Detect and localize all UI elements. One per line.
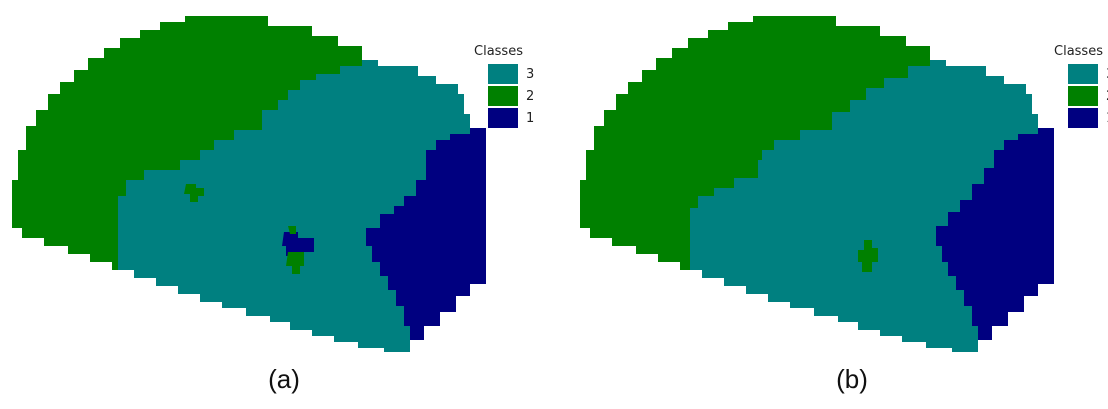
region-class-2-patch — [286, 226, 304, 274]
legend-label: 1 — [526, 110, 535, 126]
legend-label: 1 — [1106, 111, 1108, 126]
legend-item-class-1: 1 — [1054, 107, 1108, 129]
region-class-1-patch — [282, 232, 314, 256]
legend-swatch — [1068, 108, 1098, 128]
legend-swatch — [488, 86, 518, 106]
classification-map-a — [12, 16, 486, 352]
region-class-1 — [936, 128, 1054, 340]
legend-swatch — [488, 108, 518, 128]
legend: Classes 3 2 1 — [1054, 44, 1108, 129]
legend-swatch — [488, 64, 518, 84]
legend-item-class-1: 1 — [474, 107, 534, 129]
legend-title: Classes — [1054, 44, 1103, 59]
map-panel-a: Classes 3 2 1 (a) — [12, 16, 534, 394]
region-class-2-patch — [184, 184, 204, 202]
legend-swatch — [1068, 86, 1098, 106]
legend: Classes 3 2 1 — [474, 44, 534, 129]
legend-title: Classes — [474, 44, 523, 59]
classification-map-b — [580, 16, 1054, 352]
map-panel-b: Classes 3 2 1 (b) — [554, 0, 1108, 409]
legend-item-class-2: 2 — [474, 85, 534, 107]
legend-item-class-3: 3 — [474, 63, 534, 85]
legend-item-class-2: 2 — [1054, 85, 1108, 107]
panel-caption: (b) — [836, 364, 868, 394]
legend-label: 3 — [1106, 67, 1108, 82]
legend-swatch — [1068, 64, 1098, 84]
region-class-2-patch — [858, 240, 878, 272]
legend-label: 2 — [526, 88, 535, 104]
region-class-1 — [366, 128, 486, 340]
panel-caption: (a) — [268, 364, 300, 394]
region-class-2-patch — [256, 80, 262, 90]
legend-item-class-3: 3 — [1054, 63, 1108, 85]
legend-label: 3 — [526, 66, 535, 82]
legend-label: 2 — [1106, 89, 1108, 104]
